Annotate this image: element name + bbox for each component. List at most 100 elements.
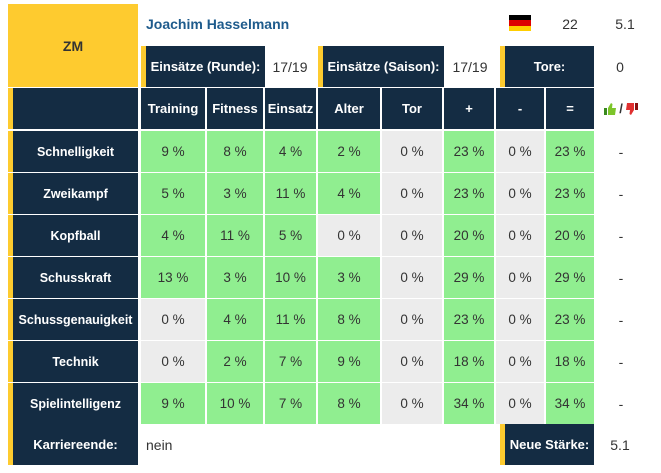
table-cell: 7 % <box>265 341 316 382</box>
table-cell: 0 % <box>496 383 544 424</box>
germany-flag-icon <box>509 15 531 31</box>
column-header: Fitness <box>207 88 263 129</box>
row-label: Schusskraft <box>8 257 138 298</box>
table-cell: 4 % <box>141 215 205 256</box>
table-cell: 23 % <box>444 173 494 214</box>
table-cell: 9 % <box>141 131 205 172</box>
table-cell: 4 % <box>207 299 263 340</box>
table-cell: 8 % <box>318 299 380 340</box>
table-cell: 3 % <box>318 257 380 298</box>
column-header: Training <box>141 88 205 129</box>
player-name-link[interactable]: Joachim Hasselmann <box>146 16 290 32</box>
table-cell: 3 % <box>207 257 263 298</box>
table-cell: 4 % <box>318 173 380 214</box>
row-label: Spielintelligenz <box>8 383 138 424</box>
table-cell: 0 % <box>141 299 205 340</box>
neue-staerke-label: Neue Stärke: <box>500 424 594 465</box>
table-cell: 11 % <box>265 173 316 214</box>
column-header: + <box>444 88 494 129</box>
player-strength: 5.1 <box>615 16 635 32</box>
column-header: - <box>496 88 544 129</box>
trend-value: - <box>618 269 624 286</box>
table-cell: 0 % <box>382 173 442 214</box>
row-label: Technik <box>8 341 138 382</box>
trend-value: - <box>618 227 624 244</box>
table-cell: 18 % <box>546 341 594 382</box>
row-label: Schussgenauigkeit <box>8 299 138 340</box>
table-cell: 2 % <box>318 131 380 172</box>
table-cell: 20 % <box>546 215 594 256</box>
table-cell: 0 % <box>382 341 442 382</box>
table-header-corner <box>8 88 138 129</box>
table-cell: 0 % <box>382 383 442 424</box>
position-badge: ZM <box>8 4 138 87</box>
row-label: Kopfball <box>8 215 138 256</box>
trend-value: - <box>618 143 624 160</box>
table-cell: 23 % <box>546 131 594 172</box>
table-cell: 0 % <box>382 131 442 172</box>
einsaetze-saison-value: 17/19 <box>452 58 488 75</box>
row-label: Schnelligkeit <box>8 131 138 172</box>
column-header: = <box>546 88 594 129</box>
table-cell: 4 % <box>265 131 316 172</box>
table-cell: 29 % <box>444 257 494 298</box>
table-cell: 0 % <box>382 257 442 298</box>
table-cell: 18 % <box>444 341 494 382</box>
table-cell: 34 % <box>444 383 494 424</box>
thumbs-up-icon <box>604 102 617 115</box>
table-cell: 0 % <box>141 341 205 382</box>
table-cell: 34 % <box>546 383 594 424</box>
position-label: ZM <box>62 37 84 54</box>
table-cell: 3 % <box>207 173 263 214</box>
tore-label: Tore: <box>500 46 594 87</box>
neue-staerke-value: 5.1 <box>610 436 630 453</box>
player-age: 22 <box>562 16 578 32</box>
thumbs-down-icon <box>625 102 638 115</box>
table-cell: 5 % <box>265 215 316 256</box>
table-cell: 23 % <box>444 299 494 340</box>
thumbs-separator: / <box>619 101 623 116</box>
karriereende-label: Karriereende: <box>8 424 138 465</box>
einsaetze-runde-value: 17/19 <box>272 58 308 75</box>
trend-header: / <box>596 88 646 129</box>
tore-value: 0 <box>616 58 624 75</box>
einsaetze-runde-label: Einsätze (Runde): <box>141 46 265 87</box>
table-cell: 0 % <box>496 173 544 214</box>
trend-value: - <box>618 353 624 370</box>
table-cell: 2 % <box>207 341 263 382</box>
column-header: Alter <box>318 88 380 129</box>
table-cell: 0 % <box>496 341 544 382</box>
table-cell: 11 % <box>265 299 316 340</box>
table-cell: 29 % <box>546 257 594 298</box>
table-cell: 23 % <box>546 299 594 340</box>
table-cell: 0 % <box>496 299 544 340</box>
trend-value: - <box>618 395 624 412</box>
table-cell: 11 % <box>207 215 263 256</box>
column-header: Tor <box>382 88 442 129</box>
einsaetze-saison-label: Einsätze (Saison): <box>318 46 444 87</box>
karriereende-value: nein <box>146 436 173 453</box>
table-cell: 5 % <box>141 173 205 214</box>
table-cell: 0 % <box>496 257 544 298</box>
table-cell: 7 % <box>265 383 316 424</box>
row-label: Zweikampf <box>8 173 138 214</box>
table-cell: 8 % <box>318 383 380 424</box>
table-cell: 20 % <box>444 215 494 256</box>
table-cell: 10 % <box>207 383 263 424</box>
table-cell: 9 % <box>318 341 380 382</box>
table-cell: 0 % <box>496 131 544 172</box>
trend-value: - <box>618 185 624 202</box>
table-cell: 13 % <box>141 257 205 298</box>
column-header: Einsatz <box>265 88 316 129</box>
trend-value: - <box>618 311 624 328</box>
table-cell: 10 % <box>265 257 316 298</box>
table-cell: 8 % <box>207 131 263 172</box>
table-cell: 0 % <box>382 215 442 256</box>
table-cell: 0 % <box>318 215 380 256</box>
table-cell: 0 % <box>496 215 544 256</box>
table-cell: 23 % <box>546 173 594 214</box>
table-cell: 0 % <box>382 299 442 340</box>
table-cell: 9 % <box>141 383 205 424</box>
table-cell: 23 % <box>444 131 494 172</box>
